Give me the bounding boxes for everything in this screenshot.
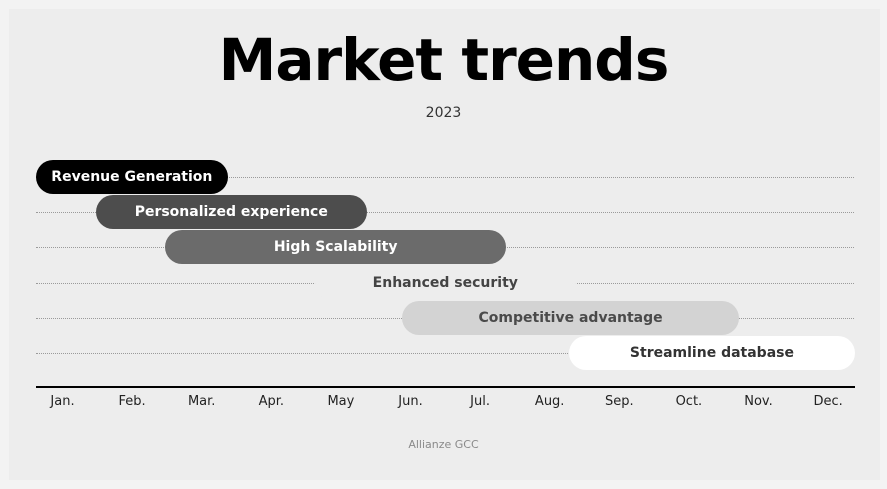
page-subtitle: 2023 bbox=[425, 105, 462, 121]
bar-revenue-generation: Revenue Generation bbox=[36, 160, 228, 194]
bar-streamline-database: Streamline database bbox=[568, 336, 855, 370]
month-label: Oct. bbox=[675, 394, 703, 409]
gridline bbox=[36, 353, 854, 354]
month-label: Aug. bbox=[534, 394, 565, 409]
month-label: May bbox=[327, 394, 355, 409]
bar-competitive-advantage: Competitive advantage bbox=[401, 300, 740, 335]
month-label: Feb. bbox=[118, 394, 146, 409]
month-label: Jan. bbox=[50, 394, 75, 409]
month-label: Jun. bbox=[398, 394, 423, 409]
gridline bbox=[36, 212, 854, 214]
footer-text: Allianze GCC bbox=[408, 438, 479, 451]
month-label: Mar. bbox=[187, 394, 216, 409]
bar-enhanced-security: Enhanced security bbox=[314, 265, 576, 300]
month-label: Jul. bbox=[470, 394, 490, 409]
gridline bbox=[36, 177, 854, 178]
month-label: Nov. bbox=[744, 394, 773, 409]
bar-personalized-experience: Personalized experience bbox=[95, 195, 367, 230]
page-title: Market trends bbox=[218, 26, 670, 94]
bar-high-scalability: High Scalability bbox=[165, 230, 507, 265]
timeline-axis bbox=[36, 386, 855, 388]
month-label: Apr. bbox=[258, 394, 285, 409]
month-label: Dec. bbox=[813, 394, 843, 409]
month-label: Sep. bbox=[604, 394, 634, 409]
